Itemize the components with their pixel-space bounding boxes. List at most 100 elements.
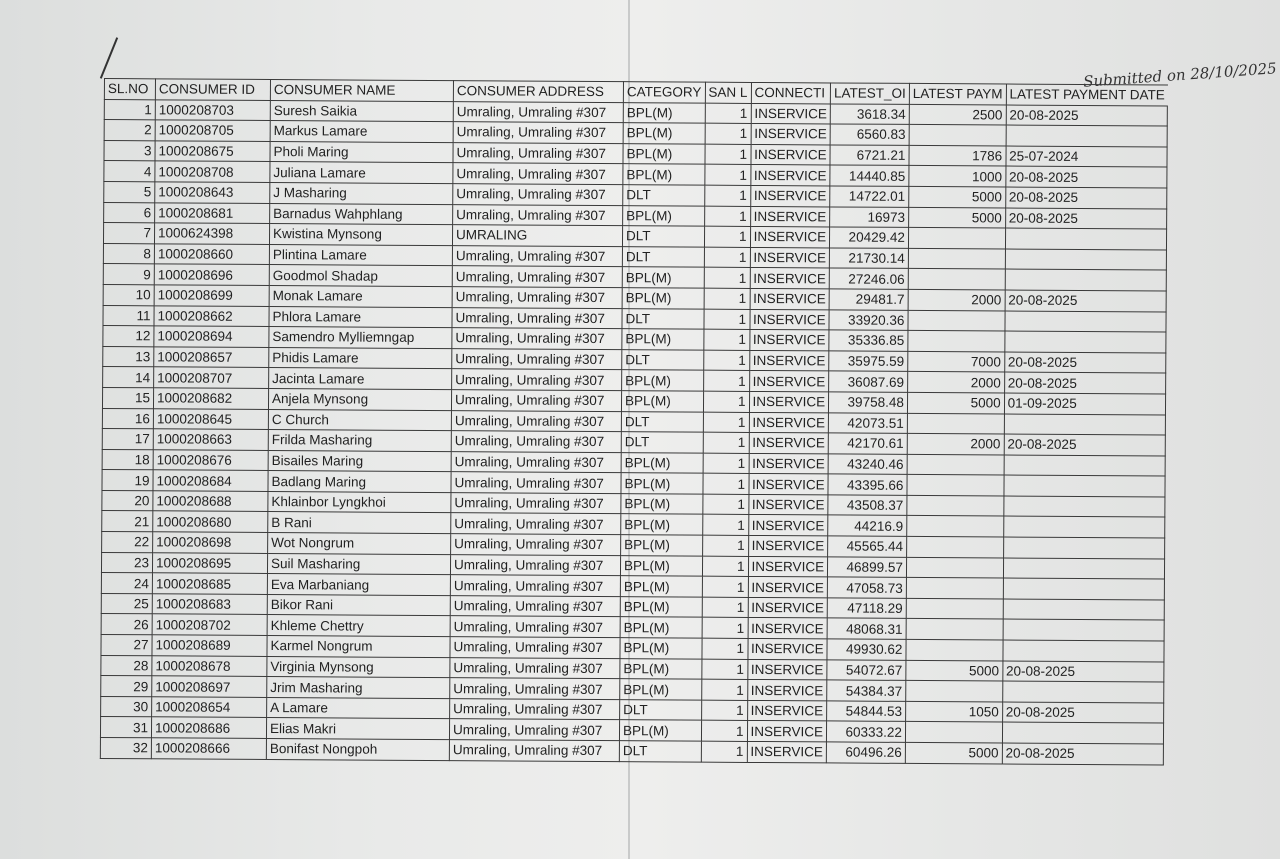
consumer-address-value: Umraling, Umraling #307 xyxy=(454,474,604,491)
cell-latest-payment-date xyxy=(1003,454,1166,477)
latest-os-value: 43508.37 xyxy=(846,497,904,514)
category-value: DLT xyxy=(622,743,648,759)
cell-latest-os: 29481.7 xyxy=(829,288,909,310)
cell-sl-no: 13 xyxy=(102,346,154,368)
cell-san-load: 1 xyxy=(702,514,749,536)
cell-category: BPL(M) xyxy=(620,617,702,639)
cell-consumer-address: Umraling, Umraling #307 xyxy=(452,183,623,206)
cell-consumer-name: C Church xyxy=(268,409,452,431)
cell-consumer-address: Umraling, Umraling #307 xyxy=(449,739,620,762)
cell-consumer-id: 1000208684 xyxy=(152,470,269,492)
cell-latest-payment-date: 01-09-2025 xyxy=(1004,392,1167,415)
latest-payment-date-value: 20-08-2025 xyxy=(1005,663,1076,679)
cell-category: DLT xyxy=(622,246,704,268)
cell-latest-os: 20429.42 xyxy=(829,227,909,249)
cell-latest-payment-date xyxy=(1003,413,1166,436)
latest-payment-value: 7000 xyxy=(970,354,1001,370)
cell-consumer-name: Jacinta Lamare xyxy=(268,367,452,390)
latest-payment-value: 2000 xyxy=(970,374,1001,391)
cell-san-load: 1 xyxy=(703,370,750,392)
cell-latest-payment-date xyxy=(1002,722,1165,744)
cell-latest-payment: 1786 xyxy=(908,145,1006,167)
cell-latest-payment xyxy=(906,536,1004,558)
cell-consumer-address: Umraling, Umraling #307 xyxy=(449,719,620,741)
cell-sl-no: 30 xyxy=(100,696,152,718)
header-label: SAN L xyxy=(708,84,748,101)
category-value: DLT xyxy=(623,702,648,718)
cell-latest-payment xyxy=(908,268,1005,290)
cell-connection-status: INSERVICE xyxy=(750,226,830,248)
connection-status-value: INSERVICE xyxy=(751,558,825,575)
category-value: BPL(M) xyxy=(624,455,671,471)
consumer-address-value: Umraling, Umraling #307 xyxy=(456,104,607,120)
cell-san-load: 1 xyxy=(701,699,748,721)
san-load-value: 1 xyxy=(737,558,745,574)
cell-consumer-address: Umraling, Umraling #307 xyxy=(450,513,621,535)
consumer-address-value: Umraling, Umraling #307 xyxy=(456,207,606,223)
cell-category: BPL(M) xyxy=(621,452,703,474)
cell-consumer-address: Umraling, Umraling #307 xyxy=(449,657,620,679)
cell-connection-status: INSERVICE xyxy=(749,370,829,392)
cell-consumer-id: 1000208678 xyxy=(151,655,267,677)
connection-status-value: INSERVICE xyxy=(752,352,826,369)
connection-status-value: INSERVICE xyxy=(752,414,826,431)
cell-san-load: 1 xyxy=(701,597,748,618)
consumer-id-value: 1000208685 xyxy=(155,575,232,592)
cell-category: DLT xyxy=(622,225,705,247)
sl-no-value: 7 xyxy=(143,225,152,241)
cell-latest-payment-date: 20-08-2025 xyxy=(1005,186,1168,209)
consumer-name-value: B Rani xyxy=(271,514,312,531)
latest-payment-value: 2000 xyxy=(971,292,1002,308)
connection-status-value: INSERVICE xyxy=(751,517,825,534)
cell-sl-no: ✓9 xyxy=(103,263,155,285)
consumer-address-value: Umraling, Umraling #307 xyxy=(453,618,604,635)
cell-category: BPL(M) xyxy=(621,390,704,412)
consumer-name-value: Suresh Saikia xyxy=(273,102,358,119)
category-value: BPL(M) xyxy=(626,208,672,224)
latest-os-value: 60333.22 xyxy=(845,724,902,740)
consumer-id-value: 1000208643 xyxy=(158,184,234,201)
san-load-value: 1 xyxy=(737,497,745,513)
consumer-address-value: Umraling, Umraling #307 xyxy=(454,454,605,471)
cell-sl-no: 32 xyxy=(100,737,152,759)
consumer-name-value: Anjela Mynsong xyxy=(271,391,369,407)
san-load-value: 1 xyxy=(739,208,747,224)
sl-no-value: 13 xyxy=(135,349,151,365)
cell-latest-payment-date: 20-08-2025 xyxy=(1004,289,1167,312)
sl-no-value: 22 xyxy=(134,534,150,550)
san-load-value: 1 xyxy=(737,476,746,492)
cell-connection-status: INSERVICE xyxy=(748,494,829,516)
cell-latest-payment: 5000 xyxy=(908,186,1006,208)
latest-os-value: 42170.61 xyxy=(847,435,904,452)
consumer-name-value: C Church xyxy=(271,411,329,428)
cell-connection-status: INSERVICE xyxy=(750,103,831,125)
connection-status-value: INSERVICE xyxy=(751,600,824,616)
header-san-load: SAN L xyxy=(704,82,752,104)
latest-payment-date-value: 20-08-2025 xyxy=(1008,189,1079,206)
category-value: DLT xyxy=(625,228,651,244)
connection-status-value: INSERVICE xyxy=(751,579,825,595)
cell-sl-no: ✓12 xyxy=(102,325,154,347)
cell-consumer-id: 1000208688 xyxy=(152,490,268,512)
cell-category: DLT xyxy=(619,699,702,721)
sl-no-value: 19 xyxy=(134,472,150,488)
cell-consumer-address: Umraling, Umraling #307 xyxy=(452,142,624,165)
connection-status-value: INSERVICE xyxy=(754,105,827,122)
cell-sl-no: 14 xyxy=(102,366,154,388)
cell-consumer-address: Umraling, Umraling #307 xyxy=(453,101,624,123)
header-label: CONSUMER ADDRESS xyxy=(456,83,605,100)
category-value: DLT xyxy=(624,413,650,430)
cell-san-load: 1 xyxy=(701,638,748,660)
cell-sl-no: ✓21 xyxy=(101,510,153,532)
latest-payment-date-value: 20-08-2025 xyxy=(1007,375,1077,391)
header-consumer-name: CONSUMER NAME xyxy=(270,79,454,102)
cell-consumer-id: 1000208666 xyxy=(151,737,267,760)
sl-no-value: 25 xyxy=(133,596,149,612)
category-value: BPL(M) xyxy=(625,331,672,347)
cell-sl-no: ✓7 xyxy=(103,222,155,244)
san-load-value: 1 xyxy=(739,229,747,245)
cell-consumer-id: 1000208681 xyxy=(154,202,270,224)
consumer-address-value: Umraling, Umraling #307 xyxy=(454,412,605,429)
cell-connection-status: INSERVICE xyxy=(749,308,830,331)
category-value: DLT xyxy=(624,434,650,450)
